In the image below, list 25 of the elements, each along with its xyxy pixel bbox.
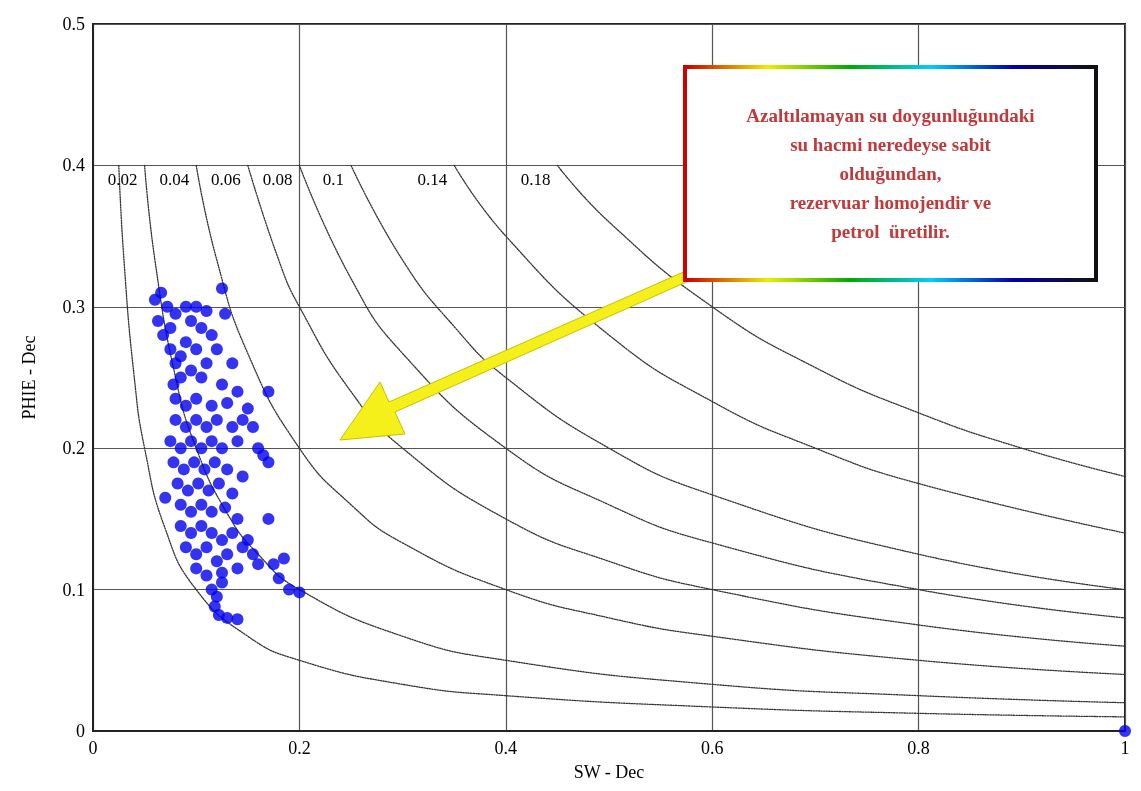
annotation: Azaltılamayan su doygunluğundaki su hacmi neredeyse sabit olduğundan, rezervuar homojendir ve petrol üretilir. xyxy=(746,104,1035,244)
x-tick-label: 1 xyxy=(1120,738,1130,758)
series-label: 0.1 xyxy=(322,169,344,189)
line-series xyxy=(556,164,1126,478)
x-tick-label: 0 xyxy=(88,738,98,758)
y-tick-label: 0.3 xyxy=(62,296,85,317)
series-label: 0.08 xyxy=(262,169,293,189)
y-tick-label: 0 xyxy=(76,721,85,741)
series-label: 0.14 xyxy=(417,169,448,189)
y-tick-label: 0.1 xyxy=(62,579,85,600)
x-tick-label: 0.2 xyxy=(288,738,311,758)
callout-box: Azaltılamayan su doygunluğundaki su hacmi neredeyse sabit olduğundan, rezervuar homojendir ve petrol üretilir. xyxy=(683,65,1098,282)
series-label: 0.18 xyxy=(520,169,551,189)
x-tick-label: 0.6 xyxy=(700,738,724,758)
y-tick-label: 0.5 xyxy=(62,14,85,34)
y-axis-title: PHIE - Dec xyxy=(19,335,39,420)
x-axis-title: SW - Dec xyxy=(573,762,645,782)
line-series xyxy=(453,164,1126,534)
series-label: 0.04 xyxy=(159,169,190,189)
x-tick-label: 0.8 xyxy=(907,738,930,758)
y-tick-label: 0.2 xyxy=(62,438,85,459)
series-label: 0.02 xyxy=(107,169,138,189)
y-tick-label: 0.4 xyxy=(62,155,85,176)
x-tick-label: 0.4 xyxy=(494,738,518,758)
series-label: 0.06 xyxy=(211,169,241,189)
